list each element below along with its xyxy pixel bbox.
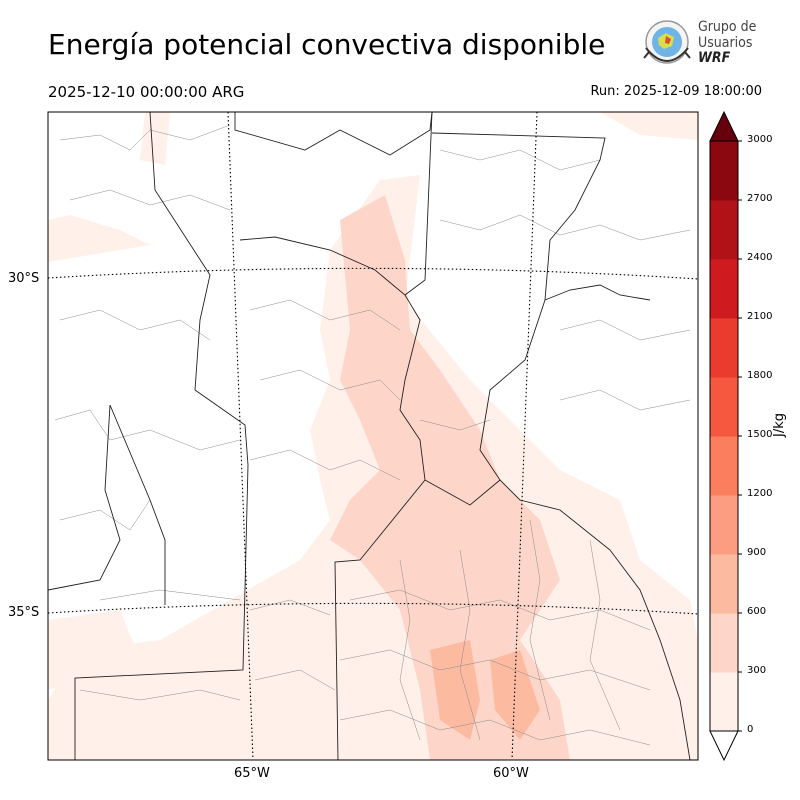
page-title: Energía potencial convectiva disponible: [48, 28, 606, 61]
colorbar: [709, 110, 742, 762]
colorbar-band: [710, 141, 738, 201]
lon-label-65w: 65°W: [234, 766, 270, 781]
cape-region-level1: [600, 112, 698, 140]
colorbar-extend-bottom: [709, 730, 739, 762]
cape-region-level3: [490, 650, 540, 740]
lon-label-60w: 60°W: [493, 766, 529, 781]
graticule: [47, 111, 699, 761]
colorbar-tick-label: 0: [747, 724, 754, 735]
colorbar-tick-label: 1800: [747, 370, 773, 381]
colorbar-band: [710, 259, 738, 319]
colorbar-band: [710, 613, 738, 673]
cape-region-level3: [430, 640, 480, 740]
colorbar-tick-label: 2400: [747, 252, 773, 263]
meridian-60w: [511, 111, 538, 761]
cape-region-level1: [48, 610, 140, 690]
colorbar-band: [710, 200, 738, 260]
colorbar-tick-label: 3000: [747, 134, 773, 145]
department-borders: [54, 124, 691, 746]
cape-shading: [48, 112, 698, 760]
run-time: Run: 2025-12-09 18:00:00: [590, 84, 762, 99]
meridian-65w: [227, 111, 254, 761]
province-borders: [47, 111, 691, 761]
colorbar-tick-marks: [738, 140, 742, 732]
colorbar-band: [710, 318, 738, 378]
map-frame: [47, 111, 699, 761]
colorbar-band: [710, 377, 738, 437]
cape-region-level1: [140, 112, 170, 165]
colorbar-tick-label: 300: [747, 665, 767, 676]
colorbar-bands: [710, 141, 738, 732]
colorbar-tick-label: 600: [747, 606, 767, 617]
colorbar-tick-label: 1200: [747, 488, 773, 499]
colorbar-unit: J/kg: [772, 413, 787, 437]
colorbar-tick-label: 900: [747, 547, 767, 558]
colorbar-tick-label: 1500: [747, 429, 773, 440]
globe-logo-icon: [643, 20, 691, 64]
colorbar-band: [710, 436, 738, 496]
colorbar-band: [710, 554, 738, 614]
cape-region-level2: [330, 195, 570, 760]
valid-time: 2025-12-10 00:00:00 ARG: [48, 83, 245, 101]
logo-line-3: WRF: [698, 50, 731, 66]
colorbar-band: [710, 495, 738, 555]
logo-line-2: Usuarios: [698, 35, 753, 51]
cape-region-level1: [48, 215, 150, 262]
colorbar-tick-label: 2700: [747, 193, 773, 204]
colorbar-band: [710, 672, 738, 732]
colorbar-tick-label: 2100: [747, 311, 773, 322]
lat-label-35s: 35°S: [8, 605, 40, 620]
colorbar-extend-top: [709, 110, 739, 142]
lat-label-30s: 30°S: [8, 271, 40, 286]
logo-line-1: Grupo de: [698, 19, 757, 35]
